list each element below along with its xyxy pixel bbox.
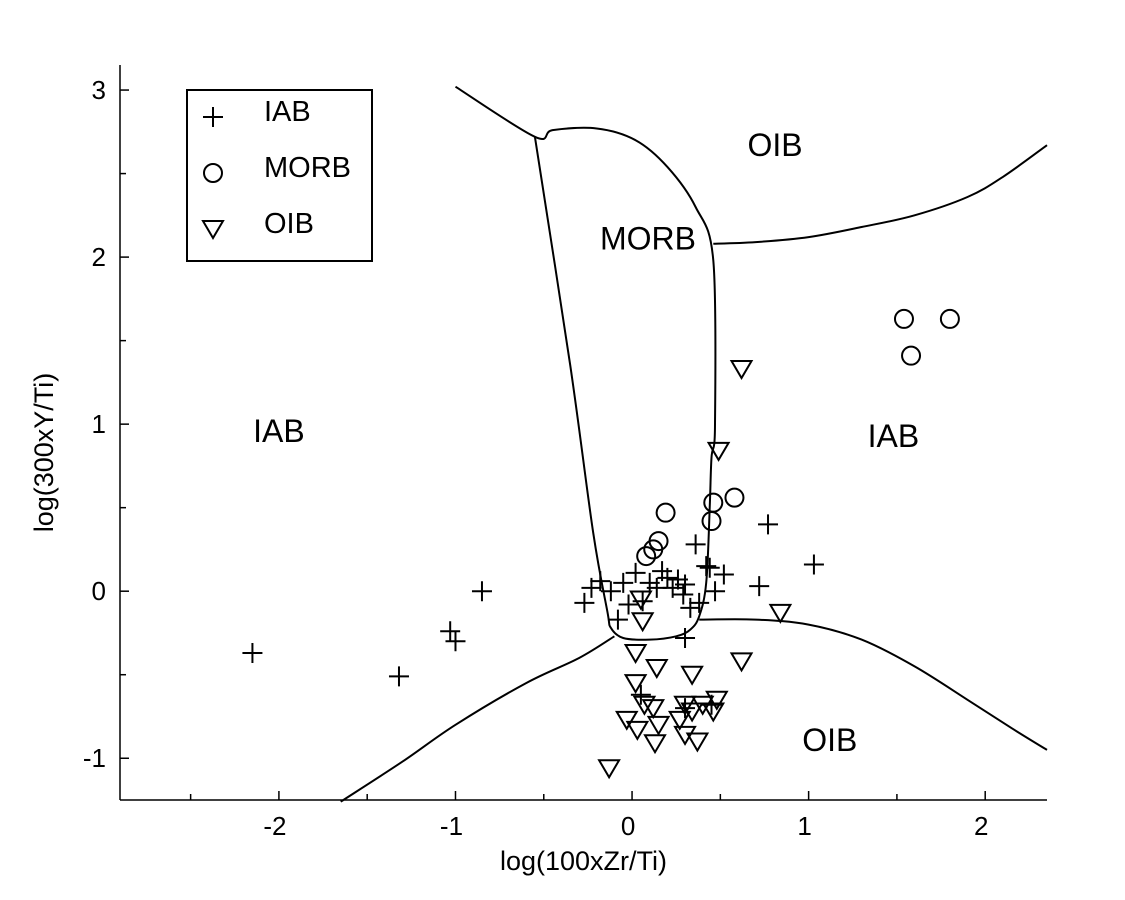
oib-point <box>623 674 648 695</box>
oib-point <box>597 759 621 780</box>
y-tick-label: 3 <box>92 75 106 105</box>
iab-point <box>388 666 409 687</box>
iab-point <box>625 562 646 583</box>
field-label-oib: OIB <box>802 722 857 758</box>
field-label-morb: MORB <box>600 221 696 257</box>
iab-point <box>675 574 696 595</box>
oib-point <box>667 710 692 731</box>
iab-point <box>657 567 678 588</box>
oib-point <box>641 699 665 720</box>
oib-upper-boundary <box>713 144 1048 245</box>
oib-point <box>643 734 667 755</box>
morb-point <box>703 492 724 513</box>
morb-point <box>655 502 676 523</box>
y-tick-label: 0 <box>92 576 106 606</box>
x-tick-label: -2 <box>263 811 286 841</box>
morb-point <box>901 345 922 366</box>
iab-point <box>749 576 770 597</box>
legend-marker-iab <box>203 107 223 127</box>
morb-point <box>939 308 960 329</box>
iab-point <box>613 572 634 593</box>
legend: IAB MORB OIB <box>186 89 373 262</box>
oib-lower-left-boundary <box>340 635 615 803</box>
oib-lower-right-boundary <box>699 618 1048 751</box>
iab-point <box>662 577 683 598</box>
oib-point <box>615 710 639 731</box>
iab-point <box>574 592 595 613</box>
oib-point <box>632 695 657 716</box>
oib-point <box>729 360 754 380</box>
iab-point <box>673 584 694 605</box>
oib-point <box>623 644 648 664</box>
oib-point <box>673 695 697 716</box>
oib-point <box>629 590 653 611</box>
legend-box <box>186 89 373 262</box>
legend-entries: IAB MORB OIB <box>201 96 351 240</box>
iab-point <box>607 609 628 630</box>
iab-point <box>758 514 779 535</box>
legend-marker-oib <box>201 220 225 240</box>
x-tick-label: 0 <box>621 811 635 841</box>
iab-point <box>713 564 734 585</box>
x-tick-label: -1 <box>440 811 463 841</box>
iab-point <box>445 631 466 652</box>
oib-point <box>680 665 704 686</box>
data-points <box>242 308 960 780</box>
y-tick-label: 2 <box>92 242 106 272</box>
iab-point <box>675 627 696 648</box>
oib-point <box>680 702 704 723</box>
axes <box>119 65 1047 801</box>
legend-label-morb: MORB <box>264 152 351 184</box>
iab-point <box>699 557 720 578</box>
morb-point <box>636 546 657 567</box>
x-axis-label: log(100xZr/Ti) <box>500 846 667 876</box>
oib-point <box>630 612 655 633</box>
iab-point <box>803 554 824 575</box>
morb-point <box>893 308 914 329</box>
field-labels: IAB MORB OIB IAB OIB <box>253 127 919 758</box>
iab-point <box>471 581 492 602</box>
oib-point <box>705 690 729 711</box>
legend-label-iab: IAB <box>264 96 311 128</box>
oib-point <box>768 603 793 624</box>
legend-label-oib: OIB <box>264 208 314 240</box>
field-label-oib: OIB <box>748 127 803 163</box>
axis-ticks: -2 -1 0 1 2 -1 0 1 2 3 <box>83 75 989 841</box>
oib-point <box>690 695 715 716</box>
oib-point <box>706 441 731 462</box>
iab-point <box>590 571 611 592</box>
morb-point <box>643 539 664 560</box>
oib-point <box>645 659 669 680</box>
oib-point <box>646 715 671 736</box>
field-label-iab: IAB <box>868 418 920 454</box>
morb-field-boundary <box>454 85 717 641</box>
oib-point <box>701 702 726 723</box>
morb-point <box>701 511 722 532</box>
iab-point <box>705 581 726 602</box>
iab-point <box>440 621 461 642</box>
iab-point <box>680 597 701 618</box>
morb-point <box>724 487 745 508</box>
x-tick-label: 1 <box>797 811 811 841</box>
y-tick-label: 1 <box>92 409 106 439</box>
field-label-iab: IAB <box>253 413 305 449</box>
y-tick-label: -1 <box>83 743 106 773</box>
iab-point <box>696 556 717 577</box>
oib-point <box>685 732 710 753</box>
oib-point <box>625 720 650 741</box>
iab-point <box>242 643 263 663</box>
y-axis-label: log(300xY/Ti) <box>29 373 59 533</box>
iab-point <box>685 534 706 555</box>
x-tick-label: 2 <box>974 811 988 841</box>
iab-point <box>630 684 651 705</box>
oib-point <box>729 652 754 673</box>
iab-point <box>689 592 710 613</box>
legend-marker-morb <box>203 163 223 183</box>
field-boundaries <box>340 85 1048 803</box>
iab-point <box>618 594 639 615</box>
oib-point <box>673 725 697 746</box>
iab-point <box>600 581 621 602</box>
